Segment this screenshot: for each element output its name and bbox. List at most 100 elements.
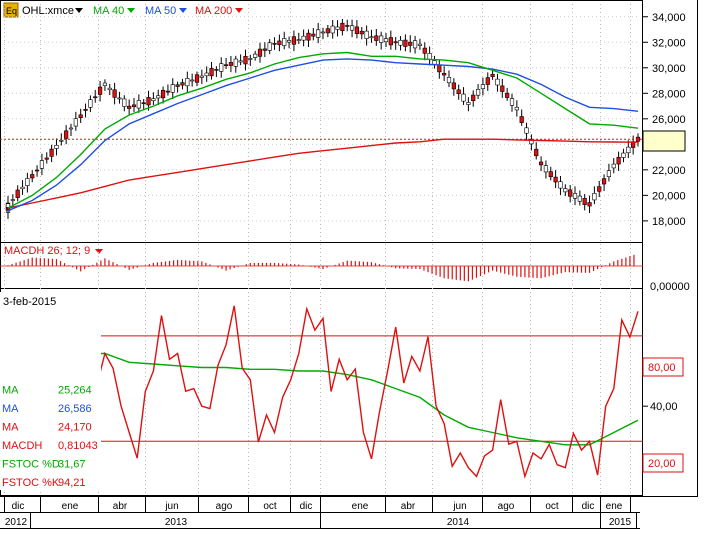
- candle-body: [597, 186, 602, 192]
- info-box-row-label: MA: [2, 385, 19, 397]
- macd-layer: [0, 254, 643, 282]
- price-tick-label: 30,000: [652, 63, 686, 75]
- candle-body: [262, 48, 267, 51]
- candle-body: [456, 89, 461, 95]
- info-box: 3-feb-2015 24,400 24,400 MA 25,264 MA 26,586 M…: [0, 292, 101, 490]
- candle-body: [190, 79, 195, 82]
- candle-body: [39, 160, 45, 169]
- overlay-ma40-dropdown-icon[interactable]: [127, 8, 135, 13]
- candle-body: [117, 97, 122, 100]
- candle-body: [238, 60, 243, 63]
- candle-body: [611, 163, 616, 169]
- candle-body: [141, 102, 146, 105]
- candle-body: [20, 186, 25, 190]
- candle-body: [25, 178, 30, 186]
- ma50-line: [7, 58, 639, 212]
- candle-body: [34, 169, 40, 172]
- overlay-ma200-dropdown-icon[interactable]: [235, 8, 243, 13]
- candle-body: [180, 82, 185, 86]
- candle-body: [301, 35, 306, 41]
- candle-body: [194, 74, 200, 83]
- candle-body: [393, 41, 398, 44]
- candle-body: [122, 98, 127, 107]
- month-label: abr: [401, 501, 416, 512]
- chart-header: Eq OHL:xmce MA 40 MA 50 MA 200: [3, 2, 243, 18]
- month-label: dic: [582, 501, 595, 512]
- month-label: ene: [606, 501, 623, 512]
- candle-body: [73, 118, 78, 127]
- macd-dropdown-icon[interactable]: [95, 249, 103, 254]
- candle-body: [54, 144, 59, 149]
- candle-body: [306, 32, 311, 41]
- candle-body: [170, 84, 175, 93]
- overlay-ma200-label[interactable]: MA 200: [195, 5, 232, 17]
- candle-body: [223, 64, 229, 67]
- overlay-ma40-label[interactable]: MA 40: [93, 5, 124, 17]
- candle-body: [582, 198, 587, 205]
- candle-body: [349, 25, 355, 31]
- month-label: ago: [498, 501, 515, 512]
- symbol-dropdown-icon[interactable]: [75, 8, 83, 13]
- macd-zero-label: 0,00000: [650, 281, 690, 293]
- month-label: dic: [12, 501, 25, 512]
- candle-body: [185, 78, 190, 87]
- overlay-ma50-dropdown-icon[interactable]: [179, 8, 187, 13]
- candle-body: [248, 58, 253, 60]
- candle-body: [417, 43, 423, 46]
- ma200-line: [7, 138, 639, 209]
- month-label: jun: [164, 501, 178, 512]
- info-box-body: [0, 312, 101, 490]
- price-tick-label: 28,000: [652, 88, 686, 100]
- stoch-lower-label: 20,00: [648, 458, 676, 470]
- candle-body: [83, 108, 88, 111]
- candle-body: [340, 22, 345, 32]
- candle-body: [364, 30, 369, 39]
- info-box-date: 3-feb-2015: [3, 296, 56, 308]
- candle-body: [374, 35, 379, 41]
- candle-body: [59, 139, 64, 142]
- candle-body: [30, 174, 35, 179]
- candle-body: [233, 58, 238, 67]
- candle-body: [514, 106, 519, 111]
- candle-body: [88, 99, 93, 108]
- candle-body: [64, 130, 69, 139]
- stoch-k-line: [7, 298, 639, 479]
- candle-body: [345, 25, 350, 27]
- candle-body: [534, 148, 539, 157]
- stoch-d-line: [7, 321, 639, 446]
- last-price-marker: [642, 130, 686, 152]
- candle-body: [277, 40, 282, 45]
- candle-body: [538, 161, 544, 166]
- candle-body: [175, 84, 180, 87]
- candle-body: [296, 39, 301, 41]
- candle-body: [485, 77, 490, 85]
- candle-body: [257, 48, 263, 57]
- logo-badge[interactable]: [3, 2, 19, 18]
- price-tick-label: 32,000: [652, 37, 686, 49]
- candle-body: [330, 25, 335, 34]
- info-box-row-label: FSTOC %D: [2, 459, 60, 471]
- symbol-label[interactable]: OHL:xmce: [22, 5, 74, 17]
- candle-body: [553, 176, 558, 183]
- candle-body: [15, 189, 20, 198]
- candle-body: [68, 127, 74, 130]
- candle-body: [146, 97, 151, 106]
- candle-body: [219, 63, 224, 72]
- candle-body: [398, 39, 403, 46]
- candle-body: [422, 47, 427, 54]
- month-label: dic: [300, 501, 313, 512]
- overlay-ma50-label[interactable]: MA 50: [145, 5, 176, 17]
- price-tick-label: 20,000: [652, 190, 686, 202]
- stoch-layer: 40,0060,00: [7, 298, 678, 479]
- ma-layer: [0, 51, 643, 212]
- candle-body: [359, 30, 364, 35]
- candle-body: [495, 78, 500, 86]
- candle-body: [519, 116, 524, 123]
- year-label: 2013: [165, 517, 188, 528]
- candle-body: [316, 29, 321, 38]
- macd-label[interactable]: MACDH 26; 12; 9: [4, 245, 90, 257]
- info-box-row-value: 26,586: [58, 403, 92, 415]
- info-box-date-bg: [0, 292, 101, 312]
- price-tick-label: 22,000: [652, 165, 686, 177]
